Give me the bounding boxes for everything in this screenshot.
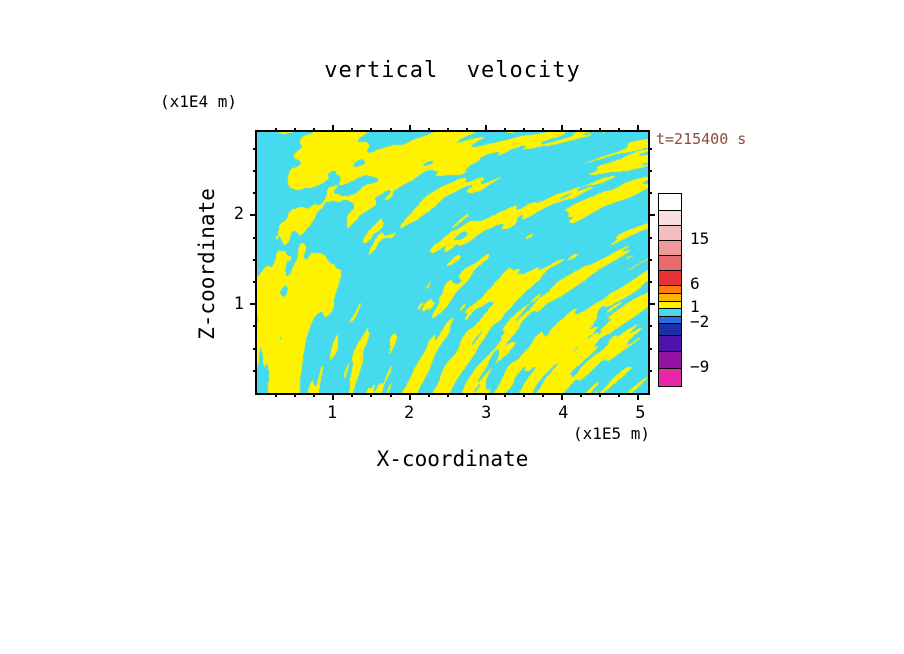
x-minor-tick — [465, 393, 468, 397]
colorbar-segment — [659, 323, 681, 335]
z-minor-tick — [253, 281, 257, 284]
x-minor-tick — [542, 393, 545, 397]
z-tick-label: 2 — [233, 203, 244, 224]
z-minor-tick — [253, 236, 257, 239]
colorbar-segment — [659, 301, 681, 308]
colorbar-segment — [659, 240, 681, 255]
z-major-tick — [648, 214, 655, 217]
z-tick-label: 1 — [233, 293, 244, 314]
x-minor-tick — [542, 128, 545, 132]
x-minor-tick — [580, 128, 583, 132]
x-tick-label: 2 — [404, 403, 415, 423]
z-minor-tick — [253, 170, 257, 173]
colorbar-segment — [659, 270, 681, 285]
colorbar-tick-label: −2 — [690, 312, 710, 332]
x-minor-tick — [465, 128, 468, 132]
x-tick-label: 4 — [558, 403, 569, 423]
z-minor-tick — [648, 170, 652, 173]
x-minor-tick — [351, 393, 354, 397]
x-major-tick — [561, 125, 564, 132]
x-major-tick — [332, 393, 335, 400]
x-minor-tick — [599, 128, 602, 132]
x-minor-tick — [275, 128, 278, 132]
z-minor-tick — [253, 192, 257, 195]
z-minor-tick — [648, 347, 652, 350]
x-major-tick — [484, 125, 487, 132]
colorbar-segment — [659, 335, 681, 351]
colorbar-segment — [659, 293, 681, 301]
x-major-tick — [484, 393, 487, 400]
x-minor-tick — [294, 128, 297, 132]
x-minor-tick — [427, 393, 430, 397]
x-axis-unit-label: (x1E5 m) — [572, 424, 650, 443]
x-axis-title: X-coordinate — [376, 447, 529, 471]
colorbar — [658, 193, 682, 387]
z-minor-tick — [648, 192, 652, 195]
x-major-tick — [408, 393, 411, 400]
x-major-tick — [561, 393, 564, 400]
colorbar-tick-label: 6 — [690, 274, 700, 293]
z-major-tick — [250, 214, 257, 217]
x-major-tick — [637, 125, 640, 132]
z-minor-tick — [648, 147, 652, 150]
x-minor-tick — [427, 128, 430, 132]
colorbar-segment — [659, 308, 681, 316]
colorbar-segment — [659, 255, 681, 270]
colorbar-segment — [659, 285, 681, 293]
x-minor-tick — [370, 393, 373, 397]
x-tick-label: 3 — [481, 403, 492, 423]
x-minor-tick — [523, 128, 526, 132]
x-major-tick — [408, 125, 411, 132]
x-minor-tick — [446, 128, 449, 132]
x-minor-tick — [503, 128, 506, 132]
colorbar-segment — [659, 316, 681, 323]
colorbar-segment — [659, 194, 681, 210]
z-minor-tick — [253, 325, 257, 328]
x-minor-tick — [503, 393, 506, 397]
z-minor-tick — [648, 281, 652, 284]
x-minor-tick — [599, 393, 602, 397]
x-tick-label: 5 — [635, 403, 646, 423]
time-annotation: t=215400 s — [656, 130, 747, 148]
z-minor-tick — [253, 147, 257, 150]
colorbar-tick-label: 1 — [690, 297, 700, 317]
x-major-tick — [332, 125, 335, 132]
z-minor-tick — [648, 369, 652, 372]
z-minor-tick — [253, 258, 257, 261]
z-minor-tick — [648, 325, 652, 328]
x-minor-tick — [580, 393, 583, 397]
y-axis-title: Z-coordinate — [195, 188, 219, 340]
colorbar-segment — [659, 210, 681, 225]
colorbar-tick-label: 15 — [690, 229, 710, 249]
x-tick-label: 1 — [326, 403, 338, 423]
z-minor-tick — [648, 236, 652, 239]
x-minor-tick — [294, 393, 297, 397]
colorbar-tick-label: −9 — [690, 356, 710, 376]
x-minor-tick — [313, 393, 316, 397]
z-minor-tick — [648, 258, 652, 261]
field-canvas — [257, 132, 648, 393]
z-major-tick — [648, 303, 655, 306]
x-minor-tick — [313, 128, 316, 132]
x-minor-tick — [389, 393, 392, 397]
x-minor-tick — [618, 393, 621, 397]
colorbar-segment — [659, 351, 681, 368]
y-axis-unit-label: (x1E4 m) — [160, 92, 238, 111]
x-minor-tick — [370, 128, 373, 132]
x-minor-tick — [351, 128, 354, 132]
x-minor-tick — [618, 128, 621, 132]
colorbar-segment — [659, 225, 681, 240]
x-major-tick — [637, 393, 640, 400]
x-minor-tick — [523, 393, 526, 397]
z-minor-tick — [253, 369, 257, 372]
x-minor-tick — [275, 393, 278, 397]
z-minor-tick — [253, 347, 257, 350]
x-minor-tick — [446, 393, 449, 397]
colorbar-segment — [659, 368, 681, 386]
z-major-tick — [250, 303, 257, 306]
plot-frame — [250, 125, 655, 400]
x-minor-tick — [389, 128, 392, 132]
chart-title: vertical velocity — [324, 58, 581, 83]
